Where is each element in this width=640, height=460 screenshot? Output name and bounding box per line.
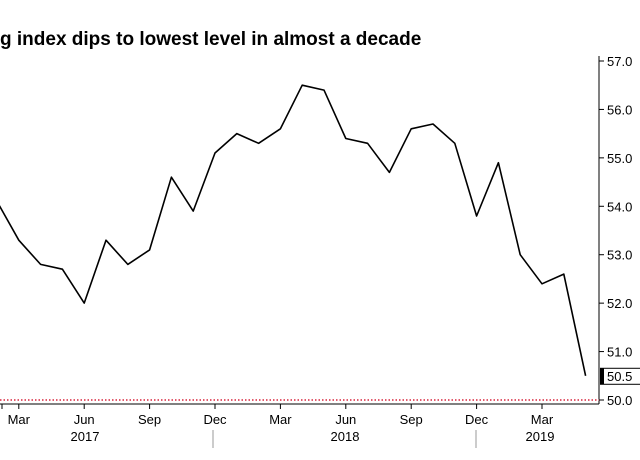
x-tick-label: Jun: [335, 412, 356, 427]
chart-title: g index dips to lowest level in almost a…: [0, 29, 422, 50]
y-tick-label: 56.0: [607, 102, 632, 117]
end-value-label: 50.5: [607, 369, 632, 384]
y-tick-label: 51.0: [607, 345, 632, 360]
y-tick-label: 54.0: [607, 199, 632, 214]
x-tick-label: Mar: [269, 412, 292, 427]
y-tick-label: 50.0: [607, 393, 632, 408]
x-tick-label: Dec: [465, 412, 489, 427]
x-tick-label: Sep: [400, 412, 423, 427]
y-tick-label: 53.0: [607, 248, 632, 263]
x-tick-label: Sep: [138, 412, 161, 427]
y-tick-label: 57.0: [607, 54, 632, 69]
year-label: 2018: [331, 429, 360, 444]
x-tick-label: Jun: [74, 412, 95, 427]
end-label-bg: [604, 368, 640, 384]
year-label: 2019: [526, 429, 555, 444]
year-label: 2017: [71, 429, 100, 444]
y-tick-label: 55.0: [607, 151, 632, 166]
series-line: [0, 84, 587, 376]
x-tick-label: Dec: [203, 412, 227, 427]
x-tick-label: Mar: [531, 412, 554, 427]
x-tick-label: Mar: [8, 412, 31, 427]
y-tick-label: 52.0: [607, 296, 632, 311]
